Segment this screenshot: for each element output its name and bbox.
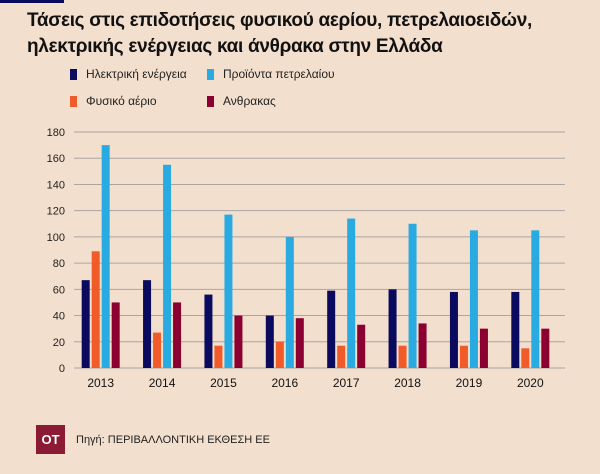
- title-line-2: ηλεκτρικής ενέργειας και άνθρακα στην Ελ…: [27, 36, 443, 57]
- legend-swatch: [70, 68, 77, 80]
- chart-title: Τάσεις στις επιδοτήσεις φυσικού αερίου, …: [0, 0, 600, 60]
- bar: [337, 345, 346, 368]
- bar: [327, 290, 336, 368]
- bar: [204, 294, 213, 368]
- bar: [214, 345, 223, 368]
- bar: [459, 345, 468, 368]
- x-tick-label: 2013: [87, 376, 114, 390]
- bar: [81, 280, 90, 368]
- title-line-1: Τάσεις στις επιδοτήσεις φυσικού αερίου, …: [27, 10, 532, 31]
- bar: [153, 332, 162, 368]
- x-tick-label: 2014: [149, 376, 176, 390]
- legend-item-electricity: Ηλεκτρική ενέργεια: [70, 67, 187, 81]
- legend-label: Ανθρακας: [223, 94, 276, 108]
- bar: [275, 341, 284, 368]
- bar: [469, 230, 478, 368]
- bar: [91, 251, 100, 368]
- bar: [449, 291, 458, 368]
- legend-item-coal: Ανθρακας: [207, 94, 276, 108]
- bar: [511, 291, 520, 368]
- bar: [418, 323, 427, 368]
- x-tick-label: 2017: [333, 376, 360, 390]
- bar: [521, 348, 530, 368]
- bar: [143, 280, 152, 368]
- y-tick-label: 20: [53, 337, 65, 349]
- bar: [408, 223, 417, 368]
- bar-chart: 0 20 40 60 80 100 120 140 160 180 2013 2014 2015 2016…: [47, 127, 565, 390]
- y-tick-label: 40: [53, 311, 65, 323]
- x-tick-label: 2019: [456, 376, 483, 390]
- bar: [234, 315, 243, 368]
- bar: [224, 214, 233, 368]
- legend-swatch: [207, 95, 214, 107]
- x-tick-label: 2020: [517, 376, 544, 390]
- bar: [285, 236, 294, 368]
- y-tick-label: 180: [47, 127, 65, 139]
- legend-label: Φυσικό αέριο: [86, 94, 157, 108]
- y-tick-label: 120: [47, 206, 65, 218]
- bar: [265, 315, 274, 368]
- bar: [101, 145, 110, 368]
- legend-swatch: [70, 95, 77, 107]
- legend-label: Ηλεκτρική ενέργεια: [86, 67, 187, 81]
- bar: [357, 324, 366, 368]
- y-tick-label: 160: [47, 153, 65, 165]
- y-tick-label: 80: [53, 258, 65, 270]
- bar: [111, 302, 120, 368]
- bar: [531, 230, 540, 368]
- y-tick-label: 100: [47, 232, 65, 244]
- x-tick-label: 2015: [210, 376, 237, 390]
- legend-item-oil: Προϊόντα πετρελαίου: [207, 67, 335, 81]
- x-tick-label: 2016: [271, 376, 298, 390]
- bar: [398, 345, 407, 368]
- source-note: Πηγή: ΠΕΡΙΒΑΛΛΟΝΤΙΚΗ ΕΚΘΕΣΗ ΕΕ: [76, 433, 270, 446]
- y-tick-label: 60: [53, 284, 65, 296]
- legend-swatch: [207, 68, 214, 80]
- legend-item-gas: Φυσικό αέριο: [70, 94, 157, 108]
- logo-text: OT: [41, 432, 60, 447]
- bar: [541, 328, 550, 368]
- ot-logo: OT: [36, 425, 65, 454]
- y-tick-label: 0: [59, 363, 65, 375]
- bar: [388, 289, 397, 368]
- bar: [295, 318, 304, 368]
- bar: [173, 302, 182, 368]
- x-tick-label: 2018: [394, 376, 421, 390]
- bar: [163, 164, 172, 368]
- legend: Ηλεκτρική ενέργεια Προϊόντα πετρελαίου Φ…: [70, 67, 490, 117]
- y-tick-label: 140: [47, 179, 65, 191]
- bar: [347, 218, 356, 368]
- top-accent-line: [0, 0, 64, 3]
- legend-label: Προϊόντα πετρελαίου: [223, 67, 335, 81]
- bar: [479, 328, 488, 368]
- footer: OT Πηγή: ΠΕΡΙΒΑΛΛΟΝΤΙΚΗ ΕΚΘΕΣΗ ΕΕ: [0, 425, 600, 454]
- chart-area: 0 20 40 60 80 100 120 140 160 180 2013 2014 2015 2016…: [0, 117, 600, 417]
